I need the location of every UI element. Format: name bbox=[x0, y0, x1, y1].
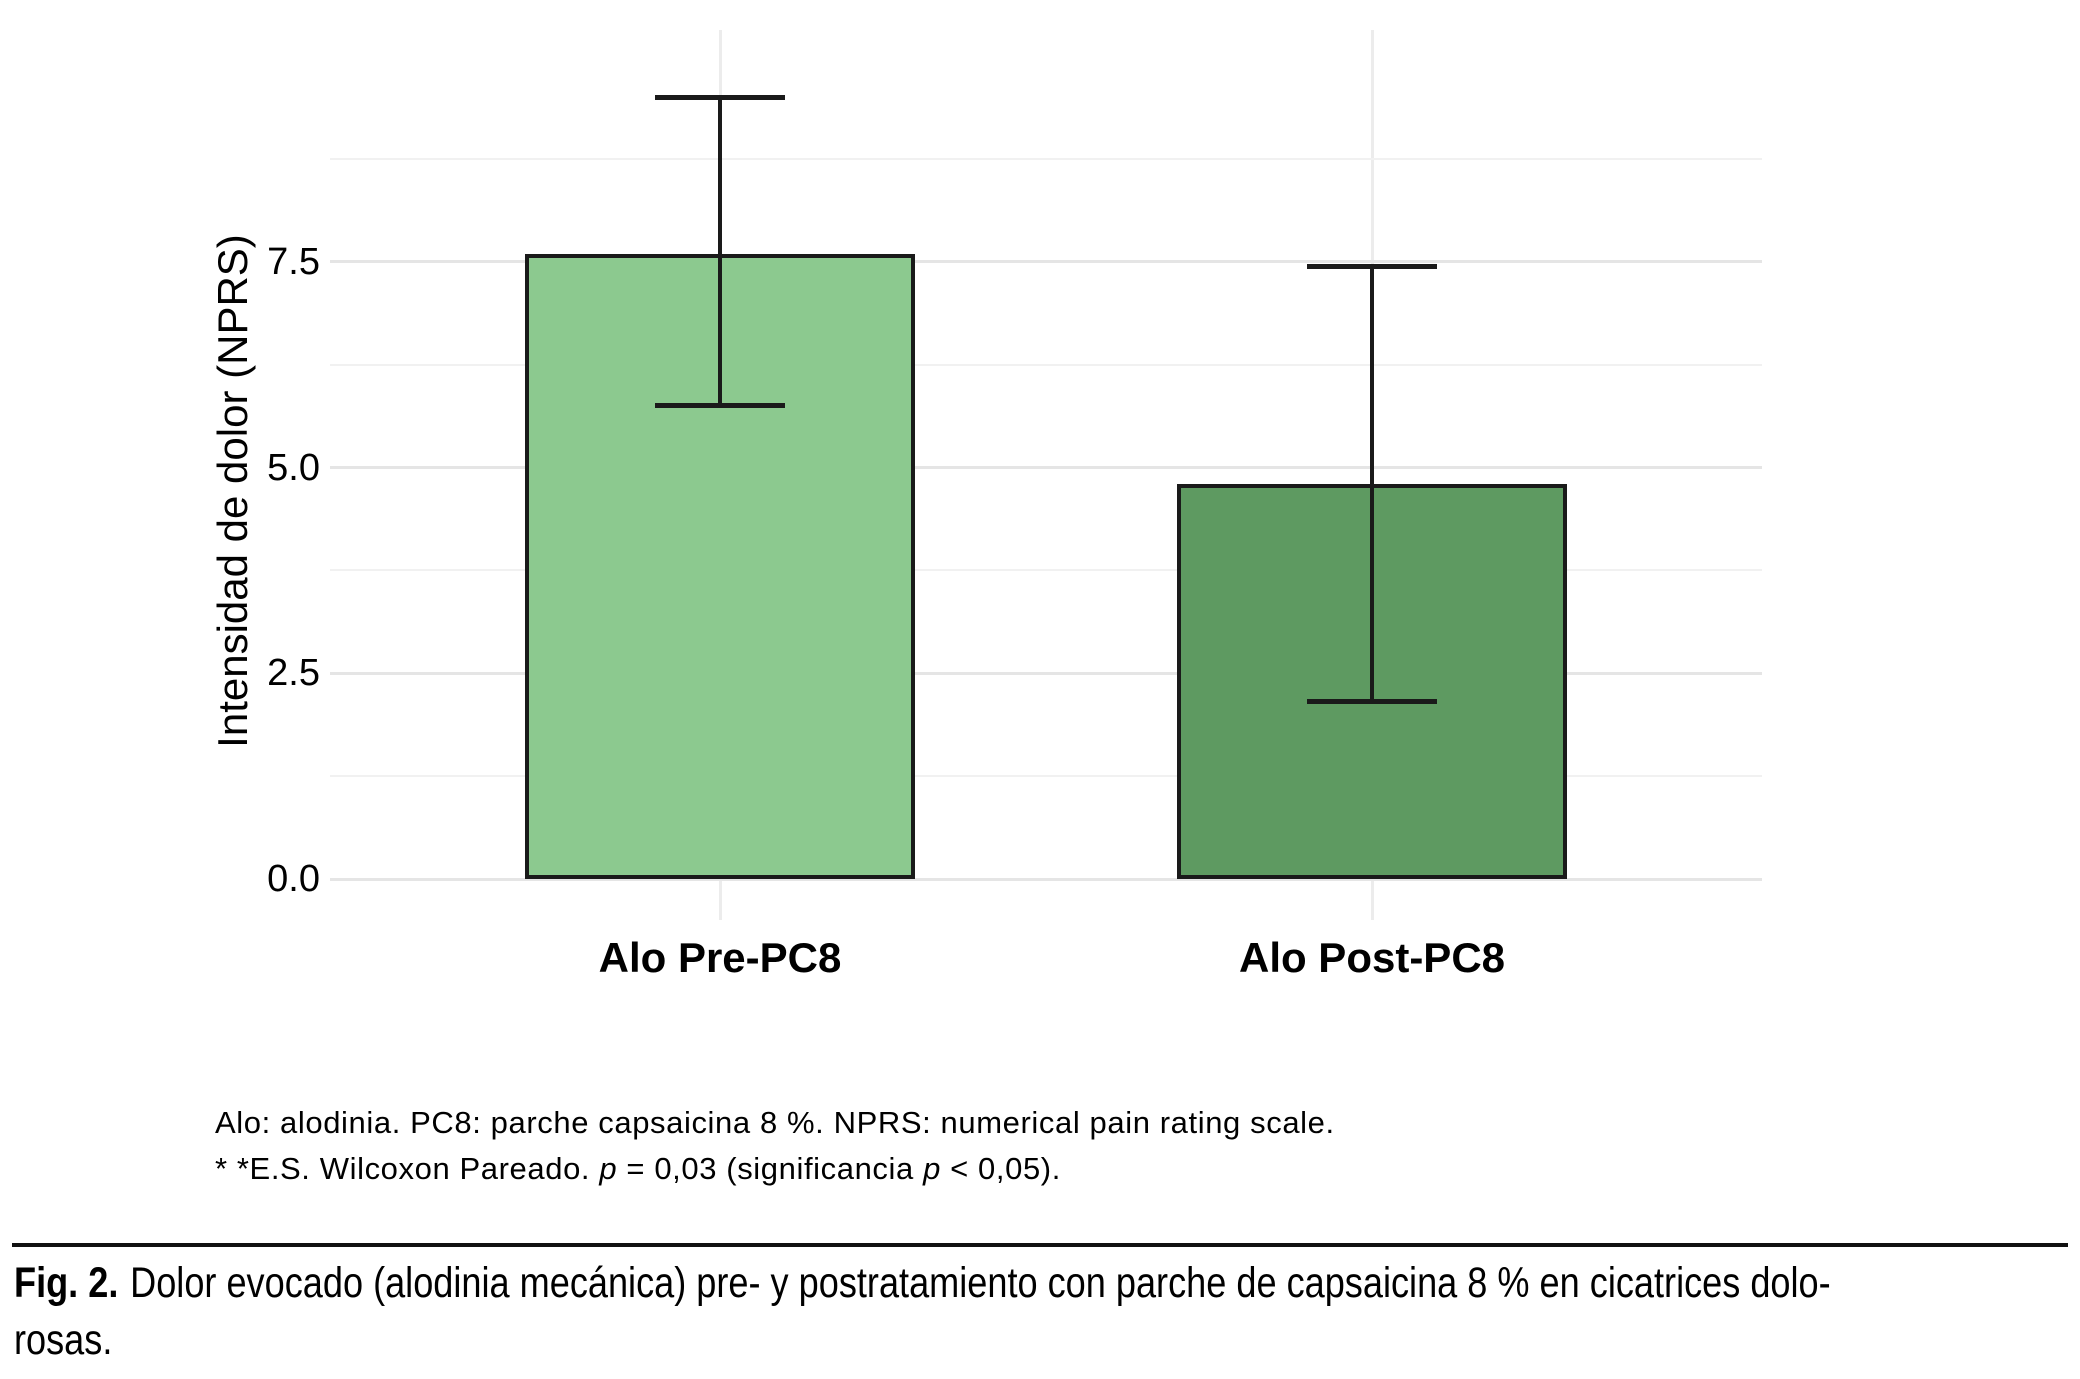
x-category-label: Alo Post-PC8 bbox=[1238, 934, 1506, 981]
y-axis-title: Intensidad de dolor (NPRS) bbox=[209, 234, 256, 748]
major-gridline bbox=[330, 466, 1762, 469]
minor-gridline bbox=[330, 775, 1762, 778]
plot-panel bbox=[330, 30, 1762, 920]
major-gridline bbox=[330, 671, 1762, 675]
caption-text-line-1: Dolor evocado (alodinia mecánica) pre- y… bbox=[130, 1259, 1831, 1307]
bar-chart: Intensidad de dolor (NPRS) 0.0 2.5 5.0 7.5 … bbox=[209, 30, 1762, 981]
y-tick-label: 7.5 bbox=[267, 240, 320, 283]
y-tick-label: 5.0 bbox=[267, 446, 320, 489]
major-gridline bbox=[330, 877, 1762, 881]
x-category-label: Alo Pre-PC8 bbox=[598, 934, 842, 981]
footnote-line-2-mid: = 0,03 (significancia bbox=[617, 1151, 924, 1186]
footnote-line-2: * *E.S. Wilcoxon Pareado. p = 0,03 (sign… bbox=[215, 1146, 1335, 1192]
footnotes-block: Alo: alodinia. PC8: parche capsaicina 8 … bbox=[215, 1100, 1335, 1192]
minor-gridline bbox=[330, 157, 1762, 160]
figure-caption: Fig. 2. Dolor evocado (alodinia mecánica)… bbox=[14, 1255, 2064, 1369]
footnote-p-value-symbol: p bbox=[599, 1151, 618, 1186]
caption-label: Fig. 2. bbox=[14, 1259, 119, 1307]
error-bar-cap-bottom bbox=[655, 402, 785, 408]
footnote-line-2-suffix: < 0,05). bbox=[940, 1151, 1061, 1186]
error-bar-cap-top bbox=[1307, 263, 1437, 269]
caption-text-line-2: rosas. bbox=[14, 1316, 113, 1364]
footnote-significance-symbol: p bbox=[923, 1151, 941, 1186]
error-bar-cap-top bbox=[655, 95, 785, 101]
y-tick-label: 2.5 bbox=[267, 652, 320, 695]
caption-divider-rule bbox=[12, 1243, 2068, 1247]
footnote-line-2-prefix: * *E.S. Wilcoxon Pareado. bbox=[215, 1151, 600, 1186]
minor-gridline bbox=[330, 569, 1762, 572]
y-tick-label: 0.0 bbox=[267, 858, 320, 900]
error-bar-line bbox=[1370, 265, 1374, 703]
minor-gridline bbox=[330, 363, 1762, 366]
error-bar-cap-bottom bbox=[1307, 699, 1437, 705]
error-bar-line bbox=[718, 97, 722, 406]
major-gridline bbox=[330, 260, 1762, 264]
footnote-line-1: Alo: alodinia. PC8: parche capsaicina 8 … bbox=[215, 1105, 1335, 1140]
